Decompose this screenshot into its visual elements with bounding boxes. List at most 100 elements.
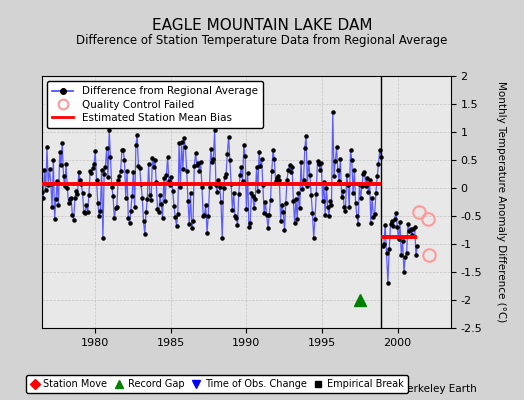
- Legend: Difference from Regional Average, Quality Control Failed, Estimated Station Mean: Difference from Regional Average, Qualit…: [47, 81, 263, 128]
- Point: [156, 192, 164, 199]
- Point: [350, 166, 358, 173]
- Point: [96, 208, 104, 214]
- Point: [343, 172, 351, 179]
- Point: [331, 158, 340, 164]
- Point: [199, 213, 208, 219]
- Point: [184, 198, 192, 204]
- Point: [301, 145, 309, 151]
- Point: [136, 164, 144, 171]
- Point: [189, 218, 197, 224]
- Point: [270, 156, 279, 162]
- Point: [236, 172, 244, 178]
- Point: [113, 204, 121, 210]
- Point: [91, 148, 100, 154]
- Point: [77, 181, 85, 188]
- Point: [223, 150, 232, 157]
- Point: [396, 219, 404, 225]
- Point: [94, 200, 102, 206]
- Point: [329, 109, 337, 116]
- Point: [302, 132, 310, 139]
- Point: [347, 157, 356, 164]
- Point: [237, 164, 246, 170]
- Point: [365, 177, 374, 183]
- Point: [373, 173, 381, 180]
- Point: [238, 178, 247, 184]
- Point: [296, 205, 304, 211]
- Point: [322, 184, 331, 191]
- Point: [378, 243, 387, 250]
- Point: [410, 224, 419, 231]
- Point: [88, 170, 96, 176]
- Point: [335, 178, 343, 184]
- Point: [185, 221, 193, 227]
- Point: [151, 156, 159, 163]
- Point: [341, 208, 350, 214]
- Point: [298, 186, 307, 192]
- Point: [233, 222, 242, 228]
- Point: [275, 177, 283, 183]
- Point: [235, 191, 243, 198]
- Point: [244, 170, 252, 176]
- Point: [323, 204, 332, 210]
- Point: [400, 269, 408, 276]
- Point: [127, 208, 135, 214]
- Point: [130, 204, 139, 210]
- Point: [56, 149, 64, 155]
- Point: [251, 196, 259, 202]
- Point: [162, 172, 171, 178]
- Point: [218, 235, 226, 242]
- Point: [83, 209, 92, 215]
- Point: [328, 202, 336, 208]
- Point: [278, 202, 286, 208]
- Point: [337, 194, 346, 200]
- Point: [97, 167, 106, 173]
- Point: [188, 225, 196, 232]
- Point: [149, 164, 158, 170]
- Point: [232, 215, 241, 221]
- Point: [101, 163, 110, 170]
- Point: [248, 193, 257, 200]
- Point: [289, 197, 298, 204]
- Point: [390, 216, 399, 222]
- Point: [310, 235, 318, 242]
- Point: [81, 210, 89, 216]
- Point: [54, 202, 63, 208]
- Point: [86, 167, 94, 174]
- Point: [39, 194, 47, 201]
- Point: [49, 156, 58, 163]
- Point: [107, 184, 116, 190]
- Point: [172, 222, 181, 229]
- Point: [388, 218, 396, 224]
- Point: [287, 169, 295, 176]
- Point: [404, 221, 412, 228]
- Point: [41, 187, 50, 194]
- Point: [349, 190, 357, 197]
- Point: [167, 174, 176, 180]
- Point: [231, 212, 239, 219]
- Point: [325, 212, 333, 219]
- Point: [38, 188, 46, 195]
- Point: [208, 159, 216, 165]
- Point: [53, 178, 61, 184]
- Point: [290, 220, 299, 226]
- Point: [175, 140, 183, 146]
- Point: [106, 154, 115, 161]
- Point: [72, 187, 80, 194]
- Point: [206, 146, 215, 152]
- Point: [195, 167, 204, 174]
- Point: [202, 202, 210, 208]
- Point: [288, 164, 296, 170]
- Point: [71, 195, 79, 202]
- Point: [67, 195, 75, 201]
- Point: [198, 184, 206, 190]
- Text: Difference of Station Temperature Data from Regional Average: Difference of Station Temperature Data f…: [77, 34, 447, 47]
- Point: [246, 220, 254, 226]
- Point: [122, 195, 130, 201]
- Point: [230, 190, 238, 196]
- Point: [222, 170, 230, 177]
- Point: [196, 159, 205, 165]
- Point: [257, 156, 266, 162]
- Point: [339, 188, 347, 194]
- Point: [261, 199, 270, 206]
- Point: [280, 226, 289, 233]
